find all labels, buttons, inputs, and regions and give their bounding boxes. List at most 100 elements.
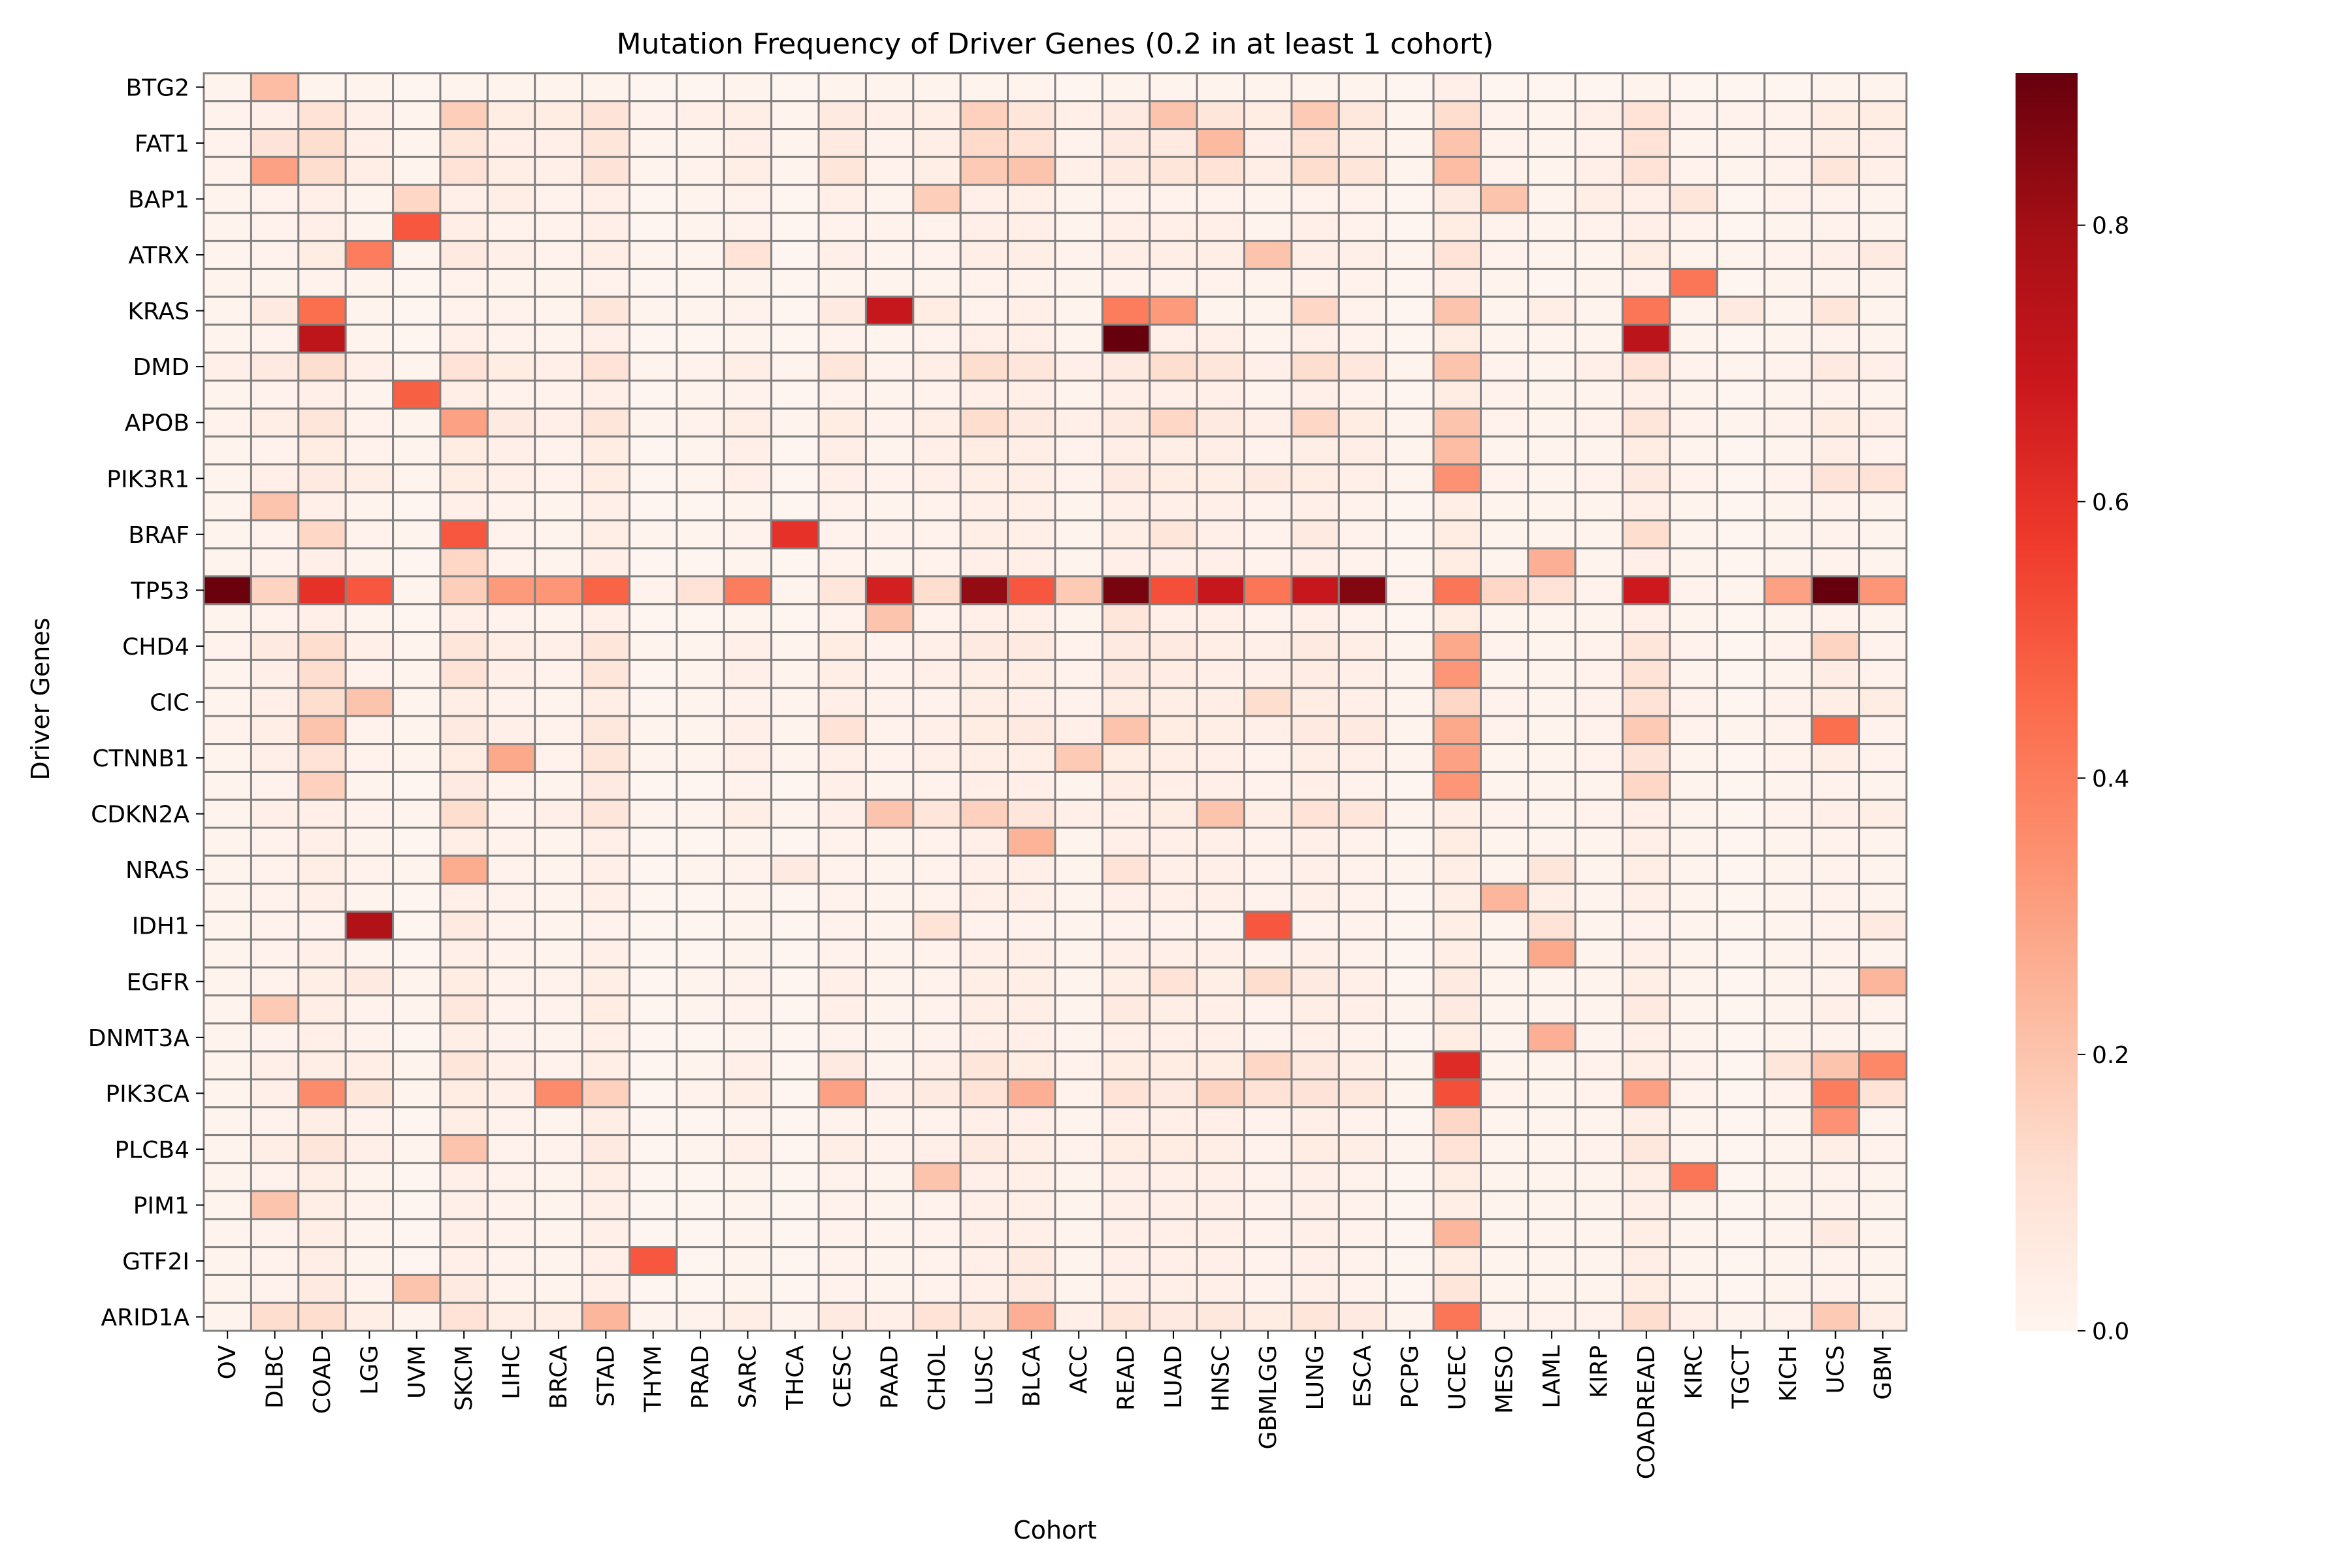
heatmap-cell [1337, 770, 1388, 801]
heatmap-cell [1290, 407, 1340, 438]
heatmap-cell [1622, 855, 1671, 885]
heatmap-cell [676, 1162, 725, 1192]
heatmap-cell [1007, 770, 1056, 801]
heatmap-cell [1196, 938, 1246, 969]
heatmap-cell [1385, 1190, 1435, 1220]
heatmap-cell [1574, 910, 1624, 941]
heatmap-cell [581, 240, 630, 270]
heatmap-cell [1149, 267, 1198, 298]
heatmap-cell [1622, 826, 1671, 857]
heatmap-cell [1290, 295, 1340, 326]
heatmap-cell [1810, 603, 1861, 634]
heatmap-cell [1243, 184, 1293, 214]
heatmap-cell [344, 1134, 395, 1164]
heatmap-cell [1622, 659, 1671, 689]
heatmap-cell [629, 295, 678, 326]
heatmap-cell [1054, 687, 1103, 717]
heatmap-cell [1716, 1190, 1766, 1220]
heatmap-cell [392, 1078, 442, 1109]
heatmap-cell [676, 798, 725, 829]
heatmap-cell [439, 938, 489, 969]
heatmap-cell [959, 380, 1009, 410]
heatmap-cell [1432, 128, 1482, 158]
heatmap-cell [676, 1246, 725, 1276]
y-tick-label: ATRX [129, 242, 190, 269]
heatmap-cell [1196, 1301, 1246, 1332]
heatmap-cell [959, 1273, 1009, 1304]
heatmap-cell [959, 184, 1009, 214]
heatmap-cell [250, 380, 300, 410]
heatmap-cell [770, 128, 820, 158]
heatmap-cell [1054, 267, 1103, 298]
heatmap-cell [629, 770, 678, 801]
heatmap-cell [629, 1078, 678, 1109]
heatmap-cell [344, 1246, 395, 1276]
heatmap-cell [1149, 575, 1198, 606]
heatmap-cell [1149, 72, 1198, 103]
heatmap-cell [817, 575, 867, 606]
heatmap-cell [1574, 295, 1624, 326]
chart-title: Mutation Frequency of Driver Genes (0.2 … [617, 27, 1494, 61]
heatmap-cell [1196, 323, 1246, 354]
heatmap-cell [203, 1106, 252, 1137]
heatmap-cell [1243, 323, 1293, 354]
heatmap-cell [864, 1246, 915, 1276]
heatmap-cell [297, 1246, 347, 1276]
heatmap-cell [581, 966, 630, 997]
heatmap-cell [486, 798, 536, 829]
heatmap-cell [1763, 463, 1813, 494]
heatmap-cell [1810, 1022, 1861, 1053]
x-tick-label: READ [1113, 1345, 1140, 1411]
heatmap-cell [1101, 1134, 1151, 1164]
heatmap-cell [250, 519, 300, 549]
x-tick-label: OV [214, 1345, 241, 1380]
heatmap-cell [912, 295, 962, 326]
heatmap-cell [1101, 659, 1151, 689]
heatmap-cell [344, 855, 395, 885]
heatmap-cell [676, 659, 725, 689]
heatmap-cell [297, 547, 347, 578]
heatmap-cell [1196, 575, 1246, 606]
heatmap-cell [1101, 295, 1151, 326]
heatmap-cell [1149, 407, 1198, 438]
heatmap-cell [439, 1106, 489, 1137]
heatmap-cell [534, 267, 583, 298]
heatmap-cell [534, 910, 583, 941]
y-tick-label: CIC [150, 690, 189, 717]
heatmap-cell [959, 715, 1009, 745]
heatmap-cell [250, 463, 300, 494]
heatmap-cell [486, 994, 536, 1024]
heatmap-cell [1622, 267, 1671, 298]
heatmap-cell [676, 1273, 725, 1304]
heatmap-cell [1527, 1162, 1576, 1192]
heatmap-cell [344, 1050, 395, 1081]
heatmap-cell [1337, 1273, 1388, 1304]
heatmap-cell [344, 72, 395, 103]
heatmap-cell [1574, 1022, 1624, 1053]
heatmap-cell [297, 1134, 347, 1164]
heatmap-cell [864, 72, 915, 103]
heatmap-cell [534, 575, 583, 606]
y-tick-label: PIK3R1 [106, 466, 189, 493]
heatmap-cell [1243, 603, 1293, 634]
heatmap-cell [1337, 519, 1388, 549]
heatmap-cell [676, 351, 725, 382]
heatmap-cell [486, 1050, 536, 1081]
heatmap-cell [959, 938, 1009, 969]
heatmap-cell [1007, 659, 1056, 689]
heatmap-cell [1669, 323, 1718, 354]
heatmap-cell [1243, 659, 1293, 689]
heatmap-cell [723, 575, 773, 606]
heatmap-cell [1290, 1050, 1340, 1081]
heatmap-cell [581, 1246, 630, 1276]
heatmap-cell [1432, 380, 1482, 410]
heatmap-cell [723, 687, 773, 717]
heatmap-cell [1290, 631, 1340, 661]
heatmap-cell [1527, 100, 1576, 131]
heatmap-cell [1716, 966, 1766, 997]
heatmap-cell [1622, 1050, 1671, 1081]
heatmap-cell [392, 295, 442, 326]
heatmap-cell [817, 1301, 867, 1332]
heatmap-cell [1243, 1273, 1293, 1304]
heatmap-cell [392, 519, 442, 549]
